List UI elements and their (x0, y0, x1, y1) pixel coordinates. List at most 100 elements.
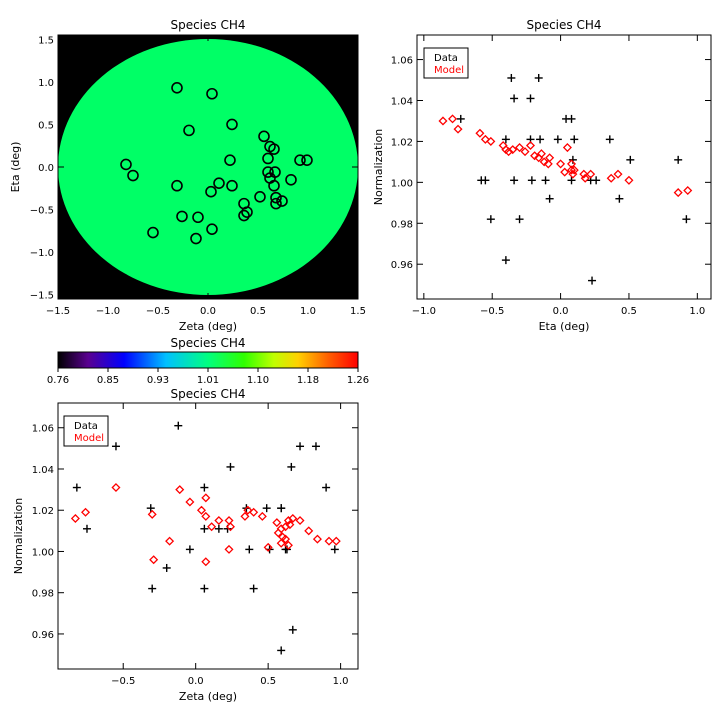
model-diamond-point (683, 186, 693, 196)
data-plus-point (82, 524, 91, 533)
model-diamond-point (475, 128, 485, 138)
eta-legend-box (423, 47, 469, 79)
model-diamond-point (312, 534, 322, 544)
data-plus-point (501, 256, 510, 265)
map-data-point (213, 177, 225, 189)
zeta-y-tick-label: 0.98 (32, 589, 54, 600)
model-diamond-point (214, 516, 224, 526)
model-diamond-point (520, 147, 530, 157)
model-diamond-point (285, 520, 295, 530)
model-diamond-point (201, 557, 211, 567)
data-plus-point (146, 504, 155, 513)
model-diamond-point (480, 134, 490, 144)
model-diamond-point (175, 485, 185, 495)
model-diamond-point (624, 175, 634, 185)
eta-legend-model: Model (434, 65, 464, 76)
model-diamond-point (579, 169, 589, 179)
model-diamond-point (224, 516, 234, 526)
model-diamond-point (331, 536, 341, 546)
map-data-point (241, 206, 253, 218)
map-y-tick-label: 0.0 (38, 163, 54, 174)
data-plus-point (588, 276, 597, 285)
map-x-tick-label: −1.0 (96, 306, 120, 317)
map-data-point (183, 124, 195, 137)
model-diamond-point (508, 145, 518, 155)
model-diamond-point (504, 147, 514, 157)
colorbar-tick-label: 1.10 (247, 375, 269, 386)
map-data-point (226, 118, 238, 131)
model-diamond-point (556, 159, 566, 169)
map-y-tick-label: −1.0 (30, 248, 54, 259)
model-diamond-point (281, 534, 291, 544)
data-plus-point (567, 114, 576, 123)
map-x-tick-label: 1.5 (350, 306, 366, 317)
data-plus-point (570, 135, 579, 144)
model-diamond-point (613, 169, 623, 179)
model-diamond-point (81, 507, 91, 517)
model-diamond-point (149, 555, 159, 565)
model-diamond-point (539, 157, 549, 167)
species-map-panel: Species CH4 −1.5 −1.0 −0.5 0.0 0.5 1.0 1.5 −1.5… (9, 18, 366, 333)
zeta-x-axis-label: Zeta (deg) (179, 690, 237, 703)
map-data-point (127, 169, 139, 182)
model-diamond-point (288, 513, 298, 523)
data-plus-point (249, 584, 258, 593)
zeta-x-tick-label: 1.0 (333, 676, 349, 687)
eta-y-tick-label: 0.98 (391, 219, 413, 230)
data-plus-point (287, 462, 296, 471)
map-data-point (147, 226, 159, 239)
map-y-tick-label: −0.5 (30, 206, 54, 217)
map-data-point (262, 166, 274, 178)
map-disk (58, 39, 358, 295)
map-x-tick-label: −1.5 (46, 306, 70, 317)
data-plus-point (330, 545, 339, 554)
zeta-legend: Data Model (63, 415, 109, 447)
model-diamond-point (201, 511, 211, 521)
data-plus-point (322, 483, 331, 492)
data-plus-point (185, 545, 194, 554)
data-plus-point (486, 215, 495, 224)
data-plus-point (111, 442, 120, 451)
model-diamond-point (543, 159, 553, 169)
model-diamond-point (562, 143, 572, 153)
data-plus-point (296, 442, 305, 451)
zeta-legend-model: Model (74, 433, 104, 444)
data-plus-point (682, 215, 691, 224)
data-plus-point (605, 135, 614, 144)
zeta-plot-frame (57, 402, 359, 670)
data-plus-point (501, 135, 510, 144)
data-plus-point (245, 545, 254, 554)
map-y-axis-label: Eta (deg) (9, 142, 22, 193)
model-diamond-point (243, 505, 253, 515)
map-x-tick-label: 1.0 (300, 306, 316, 317)
map-data-point (176, 210, 188, 223)
zeta-y-tick-label: 1.00 (32, 547, 54, 558)
data-plus-point (507, 73, 516, 82)
zeta-x-tick-label: 0.0 (188, 676, 204, 687)
data-plus-point (626, 155, 635, 164)
model-diamond-point (70, 513, 80, 523)
colorbar: Species CH4 0.76 0.85 0.93 1.01 1.10 1.18 1.26 (47, 336, 369, 386)
map-data-point (192, 211, 204, 224)
map-data-point (224, 154, 236, 166)
eta-y-tick-label: 1.02 (391, 137, 413, 148)
model-diamond-point (263, 542, 273, 552)
data-plus-point (262, 504, 271, 513)
normalization-vs-zeta-panel: Species CH4 −0.5 0.0 0.5 1.0 0.96 0.98 1.00 1.0… (12, 387, 359, 703)
data-plus-point (72, 483, 81, 492)
model-diamond-point (147, 509, 157, 519)
map-data-point (268, 143, 280, 155)
zeta-y-tick-label: 1.06 (32, 424, 54, 435)
model-diamond-point (304, 526, 314, 536)
data-plus-point (277, 646, 286, 655)
map-y-tick-label: 1.5 (38, 35, 54, 46)
map-x-tick-label: 0.5 (250, 306, 266, 317)
map-data-point (262, 152, 274, 165)
map-data-point (171, 82, 183, 94)
zeta-x-tick-label: 0.5 (260, 676, 276, 687)
eta-x-tick-label: −0.5 (480, 306, 504, 317)
eta-y-tick-label: 1.04 (391, 96, 413, 107)
model-diamond-point (207, 522, 217, 532)
map-title: Species CH4 (170, 18, 245, 32)
